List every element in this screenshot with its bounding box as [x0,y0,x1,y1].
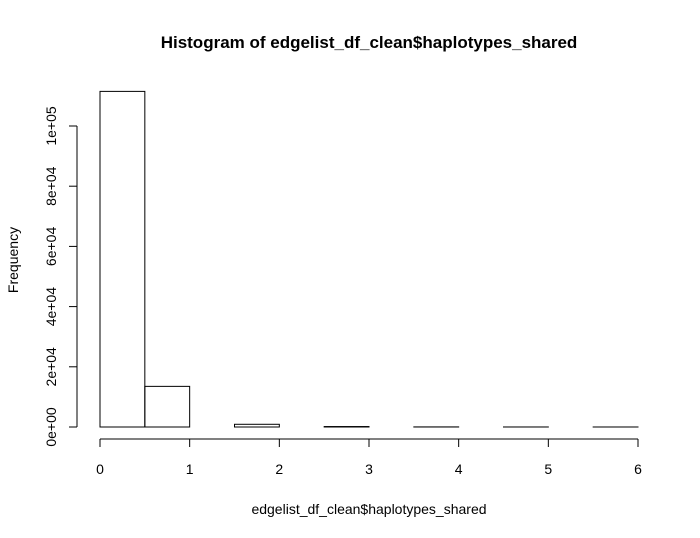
histogram-bar [99,90,146,428]
y-axis-label: Frequency [5,227,21,293]
chart-title: Histogram of edgelist_df_clean$haplotype… [161,33,578,52]
y-tick-label: 1e+05 [43,106,59,146]
y-tick-label: 2e+04 [43,347,59,387]
x-tick-label: 1 [186,461,194,477]
x-tick-label: 2 [275,461,283,477]
x-tick-label: 3 [365,461,373,477]
x-tick-label: 4 [455,461,463,477]
x-axis: 0 1 2 3 4 5 6 [96,438,642,477]
x-tick-label: 0 [96,461,104,477]
x-tick-label: 6 [634,461,642,477]
x-tick-label: 5 [544,461,552,477]
y-tick-label: 6e+04 [43,227,59,267]
y-axis: 0e+00 2e+04 4e+04 6e+04 8e+04 1e+05 [43,106,78,447]
y-tick-label: 4e+04 [43,287,59,327]
bars-group [99,90,639,428]
y-tick-label: 8e+04 [43,166,59,206]
histogram-bar [234,423,280,428]
histogram-bar [144,385,191,428]
x-axis-label: edgelist_df_clean$haplotypes_shared [251,501,486,517]
y-tick-label: 0e+00 [43,407,59,447]
